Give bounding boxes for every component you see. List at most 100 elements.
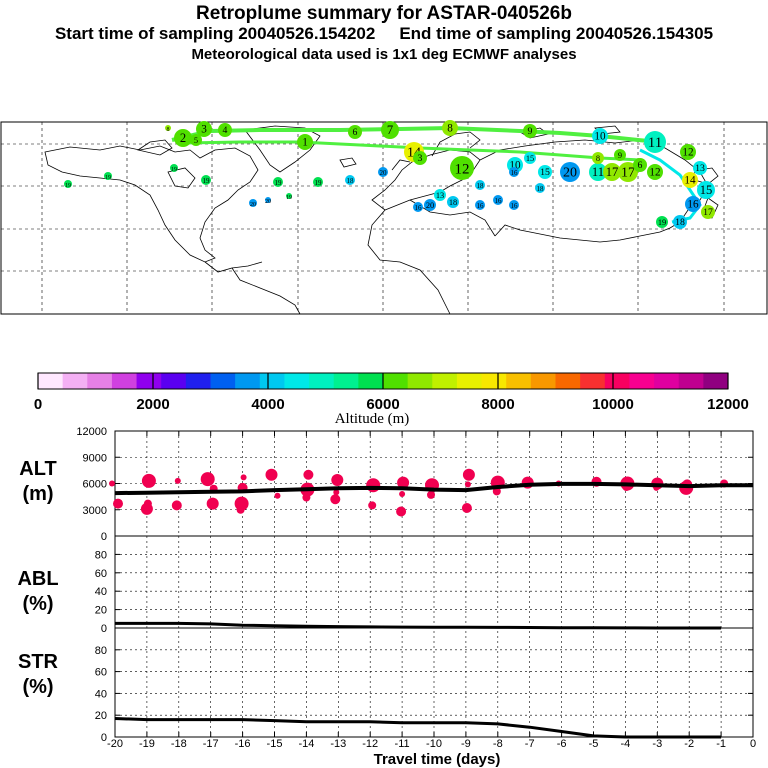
- map-gridlines: [1, 122, 767, 314]
- trajectory-cluster-marker: [685, 196, 701, 212]
- trajectory-cluster-marker: [201, 175, 211, 185]
- colorbar-cell: [185, 373, 211, 389]
- trajectory-cluster-label: 20: [380, 169, 388, 177]
- colorbar-cell: [62, 373, 88, 389]
- trajectory-cluster-marker: [701, 205, 715, 219]
- x-tick-label: -19: [139, 738, 155, 750]
- altitude-median-line: [114, 481, 753, 496]
- x-tick-label: -18: [171, 738, 187, 750]
- trajectory-cluster-marker: [64, 180, 72, 188]
- trajectory-cluster-label: 9: [618, 151, 622, 160]
- trajectory-cluster-label: 16: [511, 202, 519, 210]
- str-panel: 0 20 40 60 80: [95, 645, 753, 744]
- y-tick-label: 9000: [83, 452, 107, 464]
- trajectory-cluster-label: 12: [649, 167, 660, 179]
- trajectory-cluster-label: 20: [426, 201, 434, 210]
- trajectory-cluster-marker: [618, 162, 638, 182]
- colorbar-cell: [555, 373, 581, 389]
- trajectory-cluster-marker: [538, 165, 552, 179]
- x-tick-label: -1: [716, 738, 726, 750]
- colorbar-label: Altitude (m): [335, 411, 410, 427]
- x-tick-label: -7: [525, 738, 535, 750]
- colorbar-cell: [383, 373, 409, 389]
- trajectory-cluster-marker: [434, 189, 446, 201]
- colorbar-cell: [259, 373, 285, 389]
- y-tick-label: 80: [95, 549, 107, 561]
- trajectory-cluster-marker: [273, 177, 283, 187]
- abl-fraction-line: [115, 621, 722, 630]
- trajectory-cluster-marker: [603, 163, 621, 181]
- trajectory-cluster-label: 16: [415, 204, 423, 212]
- trajectory-cluster-marker: [509, 200, 519, 210]
- trajectory-cluster-label: 5: [194, 136, 198, 145]
- altitude-cluster-point: [113, 498, 123, 509]
- trajectory-cluster-label: 12: [682, 147, 693, 159]
- colorbar-cell: [136, 373, 162, 389]
- x-tick-label: -11: [395, 738, 410, 750]
- colorbar-tick-label: 4000: [251, 396, 284, 413]
- trajectory-cluster-marker: [509, 167, 519, 177]
- trajectory-cluster-label: 15: [526, 154, 534, 163]
- altitude-cluster-point: [141, 473, 156, 488]
- trajectory-cluster-marker: [592, 152, 604, 164]
- trajectory-cluster-marker: [165, 125, 171, 131]
- end-time-label: End time of sampling 20040526.154305: [399, 24, 714, 43]
- colorbar-cell: [333, 373, 359, 389]
- trajectory-cluster-label: 13: [695, 163, 705, 174]
- colorbar-cell: [161, 373, 187, 389]
- trajectory-cluster-marker: [413, 202, 423, 212]
- trajectory-cluster-label: 11: [648, 135, 662, 151]
- trajectory-cluster-marker: [614, 149, 626, 161]
- trajectory-cluster-label: 8: [447, 123, 453, 135]
- altitude-cluster-point: [200, 472, 215, 487]
- alt-panel-unit: (m): [22, 483, 53, 505]
- trajectory-cluster-label: 6: [638, 160, 643, 171]
- trajectory-cluster-label: 19: [171, 167, 177, 173]
- altitude-cluster-point: [330, 494, 341, 505]
- altitude-cluster-point: [399, 491, 406, 497]
- altitude-cluster-point: [171, 500, 182, 511]
- trajectory-cluster-label: 17: [703, 207, 713, 218]
- altitude-colorbar: 0 2000 4000 6000 8000 10000 12000 Altitude (m): [34, 372, 749, 427]
- x-tick-label: -12: [362, 738, 378, 750]
- trajectory-cluster-label: 18: [675, 217, 685, 228]
- colorbar-tick-label: 8000: [481, 396, 514, 413]
- x-tick-label: 0: [750, 738, 756, 750]
- altitude-cluster-point: [109, 480, 115, 487]
- time-series-panels: 0 3000 6000 9000 12000 0 20 40 60 80 0 20 40 60 80 -…: [17, 426, 756, 768]
- trajectory-cluster-label: 3: [418, 153, 423, 164]
- colorbar-cell: [703, 373, 729, 389]
- trajectory-cluster-marker: [378, 167, 388, 177]
- altitude-cluster-point: [366, 478, 381, 493]
- trajectory-cluster-label: 18: [449, 198, 457, 207]
- colorbar-tick-label: 10000: [592, 396, 634, 413]
- trajectory-cluster-label: 10: [509, 160, 521, 172]
- trajectory-cluster-marker: [633, 158, 647, 172]
- trajectory-cluster-label: 12: [455, 161, 470, 177]
- altitude-cluster-point: [140, 502, 153, 515]
- colorbar-cell: [678, 373, 704, 389]
- x-tick-label: -17: [203, 738, 219, 750]
- trajectory-cluster-marker: [286, 193, 292, 199]
- colorbar-cell: [284, 373, 310, 389]
- trajectory-cluster-marker: [447, 196, 459, 208]
- trajectory-cluster-label: 13: [436, 191, 444, 200]
- str-fraction-line: [114, 717, 722, 739]
- trajectory-cluster-label: 15: [700, 183, 713, 197]
- trajectory-cluster-marker: [174, 129, 192, 147]
- altitude-cluster-point: [303, 469, 314, 480]
- trajectory-cluster-marker: [345, 175, 355, 185]
- abl-panel-unit: (%): [22, 593, 53, 615]
- met-data-line: Meteorological data used is 1x1 deg ECMW…: [191, 46, 577, 63]
- x-tick-label: -3: [652, 738, 662, 750]
- trajectory-cluster-label: 11: [592, 165, 604, 179]
- colorbar-tick-label: 6000: [366, 396, 399, 413]
- x-tick-label: -16: [235, 738, 251, 750]
- trajectory-cluster-marker: [170, 164, 178, 172]
- trajectory-cluster-label: 19: [286, 195, 292, 201]
- trajectory-cluster-marker: [297, 134, 313, 150]
- x-tick-label: -13: [330, 738, 346, 750]
- trajectory-cluster-marker: [693, 161, 707, 175]
- colorbar-cell: [530, 373, 556, 389]
